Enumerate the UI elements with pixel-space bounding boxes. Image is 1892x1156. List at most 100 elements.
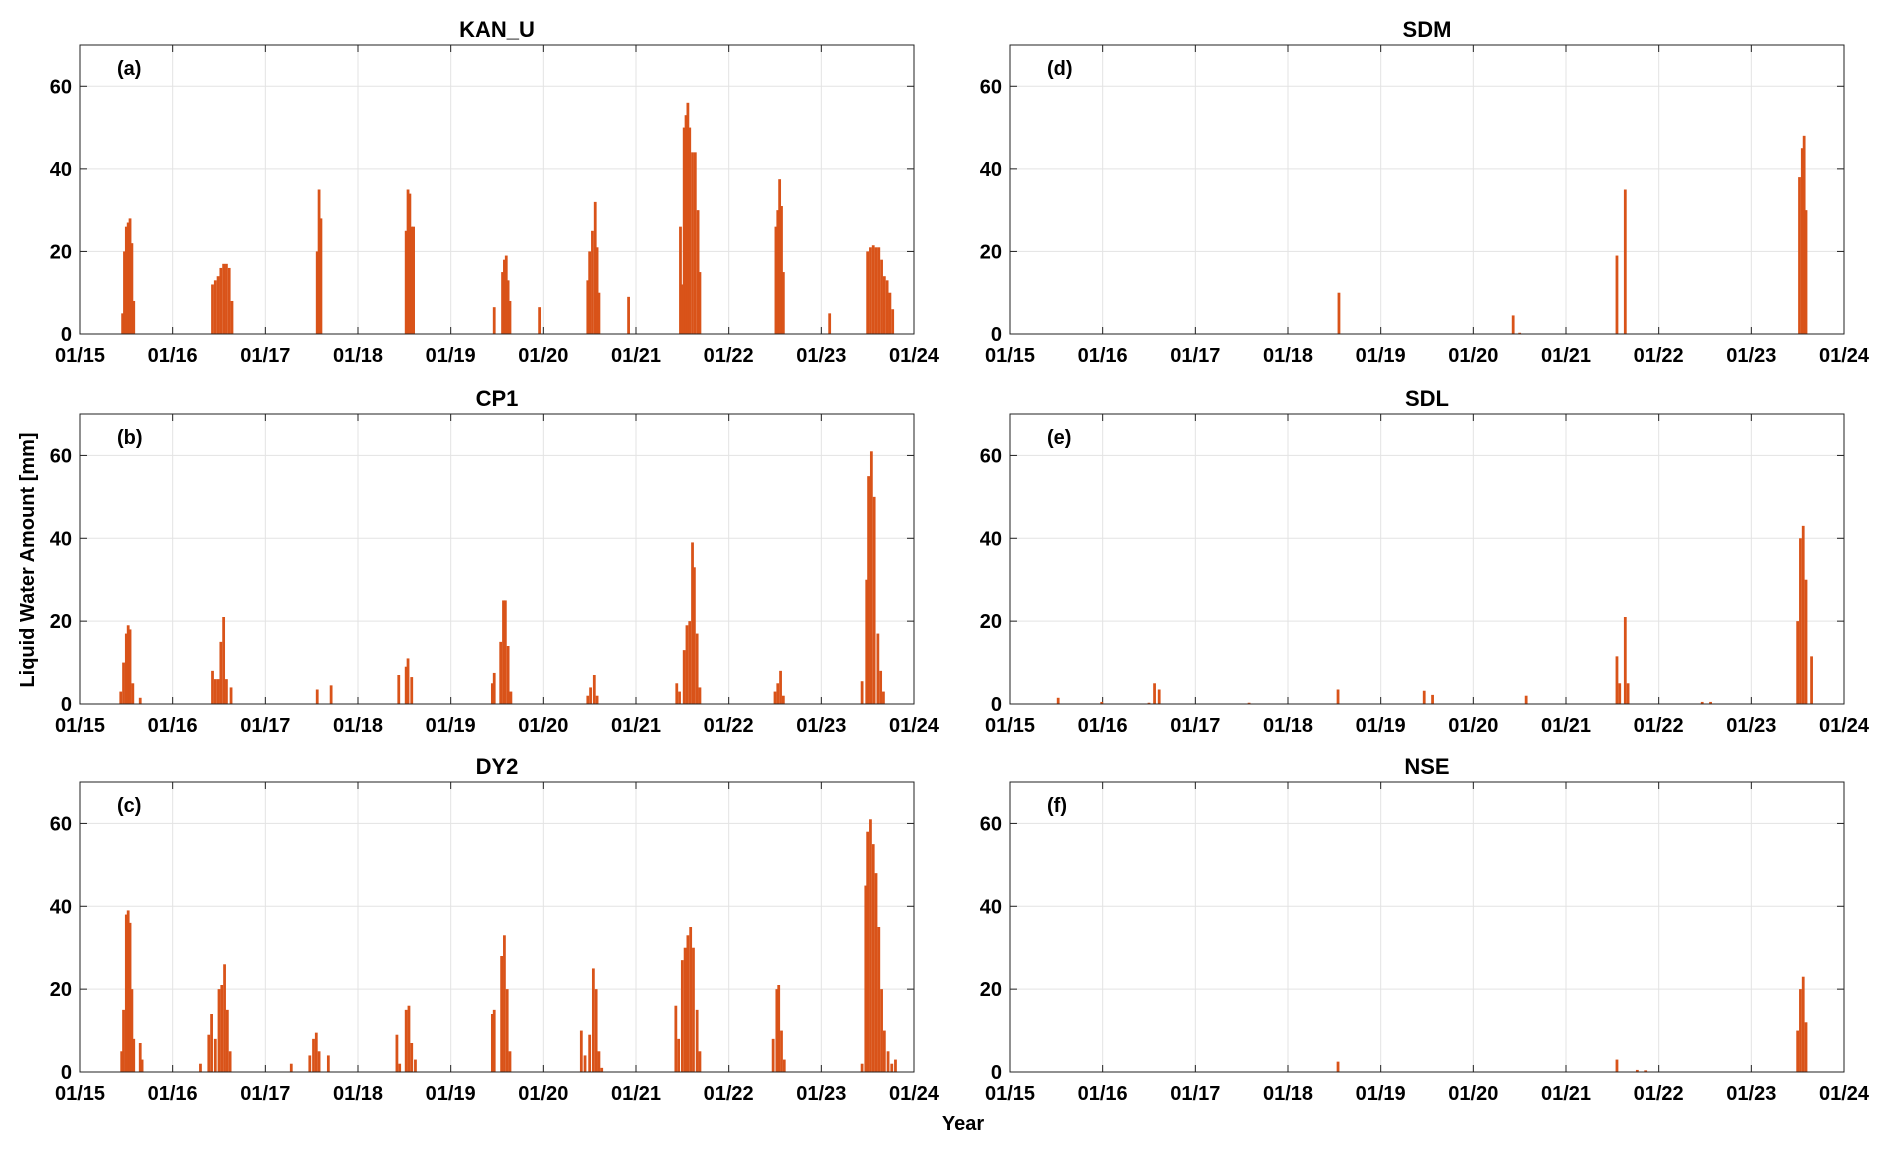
x-tick-label: 01/22 xyxy=(1634,345,1684,367)
bar xyxy=(882,276,886,334)
panel-title: SDM xyxy=(1403,17,1452,42)
bar xyxy=(319,218,323,334)
bar xyxy=(123,251,126,334)
bar xyxy=(492,1009,496,1072)
x-tick-label: 01/18 xyxy=(1263,1083,1313,1105)
bar xyxy=(595,247,599,334)
bar xyxy=(229,687,233,704)
bar xyxy=(888,292,892,334)
bar xyxy=(1422,690,1426,704)
panel-label: (b) xyxy=(117,427,143,449)
bar xyxy=(490,1014,494,1072)
bar xyxy=(490,683,494,704)
bar xyxy=(890,1063,894,1072)
bar xyxy=(695,633,699,704)
y-tick-label: 60 xyxy=(980,76,1002,98)
bar xyxy=(876,633,880,704)
bar xyxy=(126,625,130,704)
y-tick-label: 20 xyxy=(980,979,1002,1001)
bar xyxy=(225,263,228,334)
bar xyxy=(217,989,221,1072)
bar xyxy=(1801,525,1805,704)
bar xyxy=(691,152,694,334)
bar xyxy=(691,542,694,704)
bar xyxy=(675,683,679,704)
panel-title: NSE xyxy=(1404,754,1449,779)
x-tick-label: 01/15 xyxy=(55,715,105,737)
bar xyxy=(211,284,214,334)
y-tick-label: 40 xyxy=(50,528,72,550)
bar xyxy=(397,675,401,704)
plot-area xyxy=(1010,45,1844,334)
bar xyxy=(773,691,777,704)
bar xyxy=(776,210,780,334)
bar xyxy=(492,307,496,334)
y-tick-label: 60 xyxy=(980,813,1002,835)
x-tick-label: 01/16 xyxy=(148,715,198,737)
x-tick-label: 01/17 xyxy=(240,715,290,737)
bar xyxy=(120,1051,124,1072)
bar xyxy=(126,910,130,1072)
x-axis-label: Year xyxy=(942,1113,984,1135)
x-tick-label: 01/24 xyxy=(1819,1083,1870,1105)
bar xyxy=(404,230,408,334)
bar xyxy=(207,1034,211,1072)
bar xyxy=(882,691,885,704)
bar xyxy=(880,259,883,334)
bar xyxy=(674,1005,678,1072)
bar xyxy=(132,1038,136,1072)
bar xyxy=(872,496,876,704)
bar xyxy=(289,1063,293,1072)
bar xyxy=(131,683,135,704)
x-tick-label: 01/17 xyxy=(1170,345,1220,367)
x-tick-label: 01/18 xyxy=(1263,715,1313,737)
x-tick-label: 01/21 xyxy=(1541,715,1591,737)
bar xyxy=(866,831,870,1072)
x-tick-label: 01/15 xyxy=(55,345,105,367)
x-tick-label: 01/23 xyxy=(796,345,846,367)
bar xyxy=(579,1030,583,1072)
bar xyxy=(1700,701,1704,704)
bar xyxy=(781,272,785,334)
plot-area xyxy=(1010,782,1844,1072)
plot-area xyxy=(80,45,914,334)
bar xyxy=(124,633,128,704)
bar xyxy=(1336,1061,1340,1072)
panel: 0 20 40 60 01/15 01/16 01/17 01/18 01/19 01/20 01/… xyxy=(980,754,1870,1105)
bar xyxy=(128,922,132,1072)
y-tick-label: 20 xyxy=(50,241,72,263)
y-tick-label: 0 xyxy=(61,324,72,346)
bar xyxy=(869,819,872,1072)
bar xyxy=(504,255,508,334)
bar xyxy=(695,1009,699,1072)
bar xyxy=(119,691,123,704)
axes-box xyxy=(1009,44,1845,335)
x-tick-label: 01/18 xyxy=(333,715,383,737)
x-tick-label: 01/20 xyxy=(1448,715,1498,737)
bar xyxy=(1615,255,1619,334)
bar xyxy=(1518,332,1522,334)
bar xyxy=(698,1051,702,1072)
bar xyxy=(508,1051,512,1072)
bar xyxy=(225,1009,229,1072)
bar xyxy=(860,1063,864,1072)
x-tick-label: 01/18 xyxy=(1263,345,1313,367)
bar xyxy=(683,947,687,1072)
bar xyxy=(775,989,779,1072)
x-tick-label: 01/15 xyxy=(55,1083,105,1105)
bar xyxy=(591,230,594,334)
plot-area xyxy=(1010,414,1844,704)
bar xyxy=(776,683,780,704)
bar xyxy=(781,695,785,704)
bar xyxy=(891,309,895,334)
bar xyxy=(1799,538,1802,704)
bar xyxy=(1056,697,1060,704)
bar xyxy=(122,1009,125,1072)
bar xyxy=(894,1059,897,1072)
axes-box xyxy=(79,44,915,335)
bar xyxy=(874,247,878,334)
x-tick-label: 01/23 xyxy=(796,715,846,737)
bar xyxy=(1147,702,1151,704)
bar xyxy=(1804,579,1808,704)
